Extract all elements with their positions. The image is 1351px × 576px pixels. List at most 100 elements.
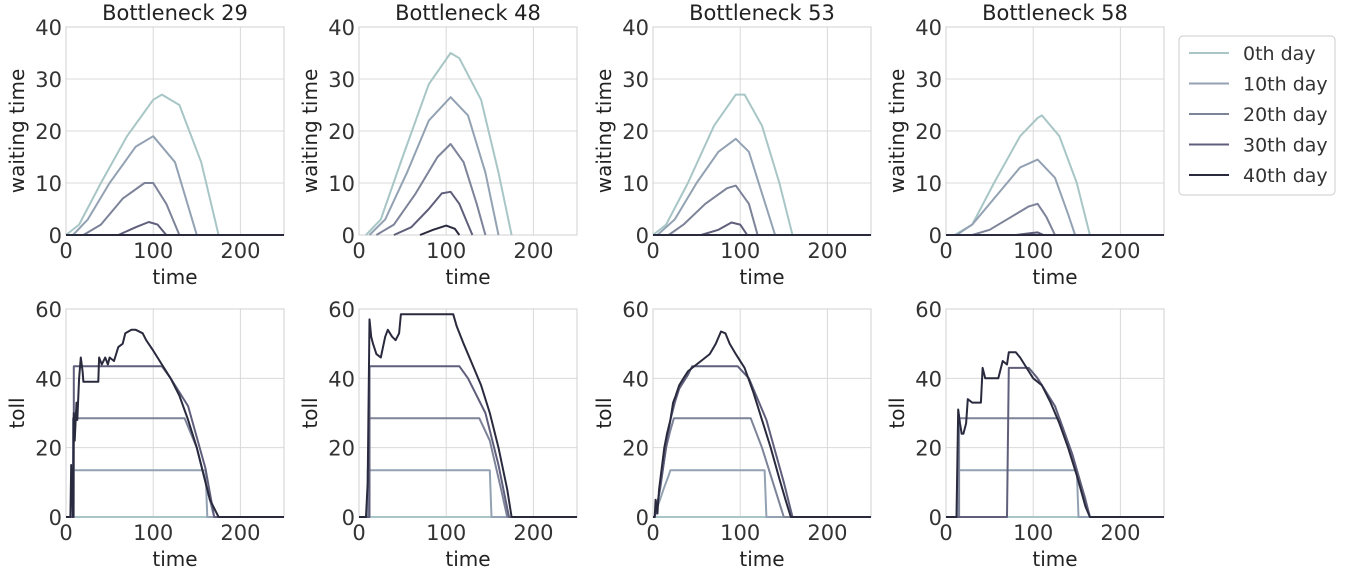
- y-tick-label: 20: [328, 437, 355, 461]
- y-tick-label: 30: [915, 68, 942, 92]
- x-axis-label: time: [739, 265, 784, 289]
- series-line-40th-day: [946, 351, 1164, 518]
- y-axis-label: waiting time: [298, 69, 322, 193]
- y-tick-label: 60: [622, 298, 649, 322]
- panel-1-toll: 0 100 200 0 20 40 60 time toll: [5, 298, 285, 571]
- y-tick-label: 30: [35, 68, 62, 92]
- series-line-10th-day: [955, 158, 1077, 236]
- y-tick-label: 20: [622, 120, 649, 144]
- x-tick-label: 200: [513, 521, 553, 545]
- series-line-0th-day: [365, 52, 513, 236]
- y-tick-label: 10: [35, 172, 62, 196]
- x-tick-label: 200: [1100, 521, 1140, 545]
- series-line-20th-day: [359, 417, 577, 518]
- x-tick-label: 0: [646, 239, 659, 263]
- x-tick-label: 200: [807, 239, 847, 263]
- series-line-10th-day: [656, 137, 777, 236]
- x-tick-label: 100: [426, 521, 466, 545]
- plot-frame: [652, 308, 872, 518]
- series-line-0th-day: [652, 93, 794, 236]
- series-line-10th-day: [359, 469, 577, 518]
- panel-4-toll: 0 100 200 0 20 40 60 time toll: [885, 298, 1165, 571]
- y-tick-label: 0: [49, 506, 62, 530]
- series-line-30th-day: [393, 190, 474, 236]
- y-tick-label: 10: [328, 172, 355, 196]
- series-line-30th-day: [653, 365, 871, 518]
- x-axis-label: time: [445, 265, 490, 289]
- series-line-10th-day: [653, 469, 871, 518]
- series-line-10th-day: [66, 469, 284, 518]
- y-tick-label: 30: [328, 68, 355, 92]
- x-tick-label: 100: [720, 521, 760, 545]
- y-axis-label: waiting time: [5, 69, 29, 193]
- y-axis-label: toll: [5, 397, 29, 428]
- x-axis-label: time: [1032, 265, 1077, 289]
- x-tick-label: 0: [352, 521, 365, 545]
- x-tick-label: 100: [133, 239, 173, 263]
- legend-label: 0th day: [1243, 43, 1316, 65]
- y-axis-label: toll: [298, 397, 322, 428]
- x-tick-label: 100: [133, 521, 173, 545]
- panel-title: Bottleneck 53: [689, 1, 835, 25]
- x-tick-label: 200: [807, 521, 847, 545]
- x-axis-label: time: [1032, 547, 1077, 571]
- x-tick-label: 100: [426, 239, 466, 263]
- panel-2-toll: 0 100 200 0 20 40 60 time toll: [298, 298, 578, 571]
- y-axis-label: toll: [885, 397, 909, 428]
- x-tick-label: 0: [59, 239, 72, 263]
- y-axis-label: toll: [592, 397, 616, 428]
- series-line-40th-day: [66, 328, 284, 518]
- series-line-40th-day: [359, 313, 577, 518]
- plot-frame: [358, 26, 578, 236]
- x-tick-label: 200: [220, 239, 260, 263]
- y-tick-label: 60: [328, 298, 355, 322]
- series-line-40th-day: [419, 224, 461, 236]
- plot-frame: [65, 308, 285, 518]
- series-line-0th-day: [954, 114, 1091, 236]
- series-line-20th-day: [375, 143, 487, 236]
- y-axis-label: waiting time: [885, 69, 909, 193]
- panel-4-waiting-time: 0 100 200 0 10 20 30 40 time waiting time Bottlene…: [885, 1, 1165, 289]
- legend-label: 10th day: [1243, 74, 1328, 96]
- series-line-20th-day: [66, 417, 284, 518]
- y-tick-label: 0: [929, 224, 942, 248]
- series-line-10th-day: [368, 96, 500, 236]
- x-tick-label: 0: [939, 521, 952, 545]
- series-line-40th-day: [653, 330, 871, 518]
- y-tick-label: 0: [342, 224, 355, 248]
- y-tick-label: 40: [328, 16, 355, 40]
- panel-title: Bottleneck 58: [982, 1, 1128, 25]
- x-tick-label: 100: [720, 239, 760, 263]
- y-tick-label: 40: [622, 367, 649, 391]
- y-tick-label: 20: [915, 437, 942, 461]
- legend-label: 30th day: [1243, 135, 1328, 157]
- y-tick-label: 60: [915, 298, 942, 322]
- y-tick-label: 0: [636, 224, 649, 248]
- x-tick-label: 0: [59, 521, 72, 545]
- x-tick-label: 200: [220, 521, 260, 545]
- legend-label: 40th day: [1243, 165, 1328, 187]
- y-tick-label: 40: [328, 367, 355, 391]
- legend: 0th day 10th day 20th day 30th day 40th day: [1178, 35, 1336, 196]
- x-tick-label: 0: [646, 521, 659, 545]
- y-tick-label: 10: [915, 172, 942, 196]
- x-tick-label: 200: [1100, 239, 1140, 263]
- y-tick-label: 40: [35, 16, 62, 40]
- y-axis-label: waiting time: [592, 69, 616, 193]
- y-tick-label: 20: [328, 120, 355, 144]
- x-tick-label: 100: [1013, 521, 1053, 545]
- x-tick-label: 200: [513, 239, 553, 263]
- y-tick-label: 0: [49, 224, 62, 248]
- series-line-30th-day: [117, 221, 168, 236]
- panel-3-waiting-time: 0 100 200 0 10 20 30 40 time waiting time Bottlene…: [592, 1, 872, 289]
- panel-title: Bottleneck 29: [102, 1, 248, 25]
- y-tick-label: 0: [342, 506, 355, 530]
- x-axis-label: time: [152, 547, 197, 571]
- series-line-0th-day: [65, 93, 220, 236]
- series-line-20th-day: [653, 417, 871, 518]
- x-tick-label: 0: [939, 239, 952, 263]
- x-axis-label: time: [739, 547, 784, 571]
- y-tick-label: 0: [929, 506, 942, 530]
- series-line-20th-day: [946, 417, 1164, 518]
